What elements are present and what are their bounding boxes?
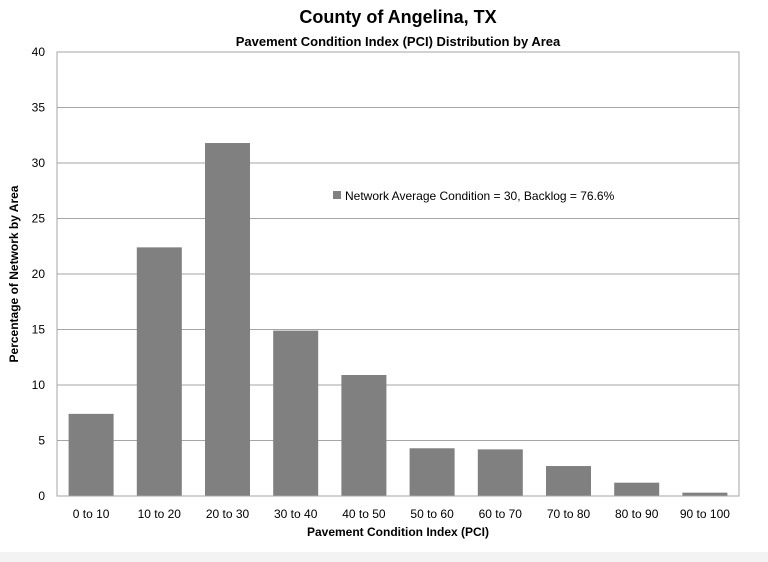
bar-6	[409, 448, 455, 496]
bar-7	[477, 449, 523, 496]
bar-3	[204, 143, 251, 496]
bar-8	[545, 466, 592, 496]
y-axis-ticks: 0 5 10 15 20 25 30 35 40	[32, 45, 46, 503]
bar-1	[68, 413, 114, 496]
plot-area-frame	[56, 51, 740, 497]
bar-5	[341, 375, 387, 496]
legend-label: Network Average Condition = 30, Backlog …	[345, 189, 615, 203]
bar-10	[682, 492, 728, 496]
x-tick-label: 0 to 10	[73, 507, 110, 521]
chart-title: County of Angelina, TX	[299, 7, 496, 27]
y-tick-label: 5	[38, 434, 45, 448]
y-tick-label: 15	[32, 323, 46, 337]
y-tick-label: 35	[32, 101, 46, 115]
legend: Network Average Condition = 30, Backlog …	[333, 189, 615, 203]
bar-9	[614, 482, 660, 496]
x-tick-label: 40 to 50	[342, 507, 386, 521]
x-tick-label: 90 to 100	[680, 507, 730, 521]
x-tick-label: 30 to 40	[274, 507, 318, 521]
bar-4	[273, 330, 319, 496]
x-tick-label: 10 to 20	[138, 507, 182, 521]
chart-subtitle: Pavement Condition Index (PCI) Distribut…	[236, 34, 561, 49]
bar-2	[136, 247, 182, 496]
y-tick-label: 20	[32, 267, 46, 281]
footer-band	[0, 552, 768, 562]
y-axis-title: Percentage of Network by Area	[7, 185, 21, 362]
x-tick-label: 60 to 70	[479, 507, 523, 521]
x-tick-label: 70 to 80	[547, 507, 591, 521]
x-tick-label: 20 to 30	[206, 507, 250, 521]
y-tick-label: 40	[32, 45, 46, 59]
y-tick-label: 25	[32, 212, 46, 226]
x-axis-ticks: 0 to 10 10 to 20 20 to 30 30 to 40 40 to 50 5…	[73, 507, 730, 521]
x-axis-title: Pavement Condition Index (PCI)	[307, 525, 489, 539]
x-tick-label: 50 to 60	[410, 507, 454, 521]
y-tick-label: 30	[32, 156, 46, 170]
legend-swatch	[333, 191, 341, 199]
bars	[68, 143, 728, 496]
y-tick-label: 10	[32, 378, 46, 392]
y-tick-label: 0	[38, 489, 45, 503]
x-tick-label: 80 to 90	[615, 507, 659, 521]
